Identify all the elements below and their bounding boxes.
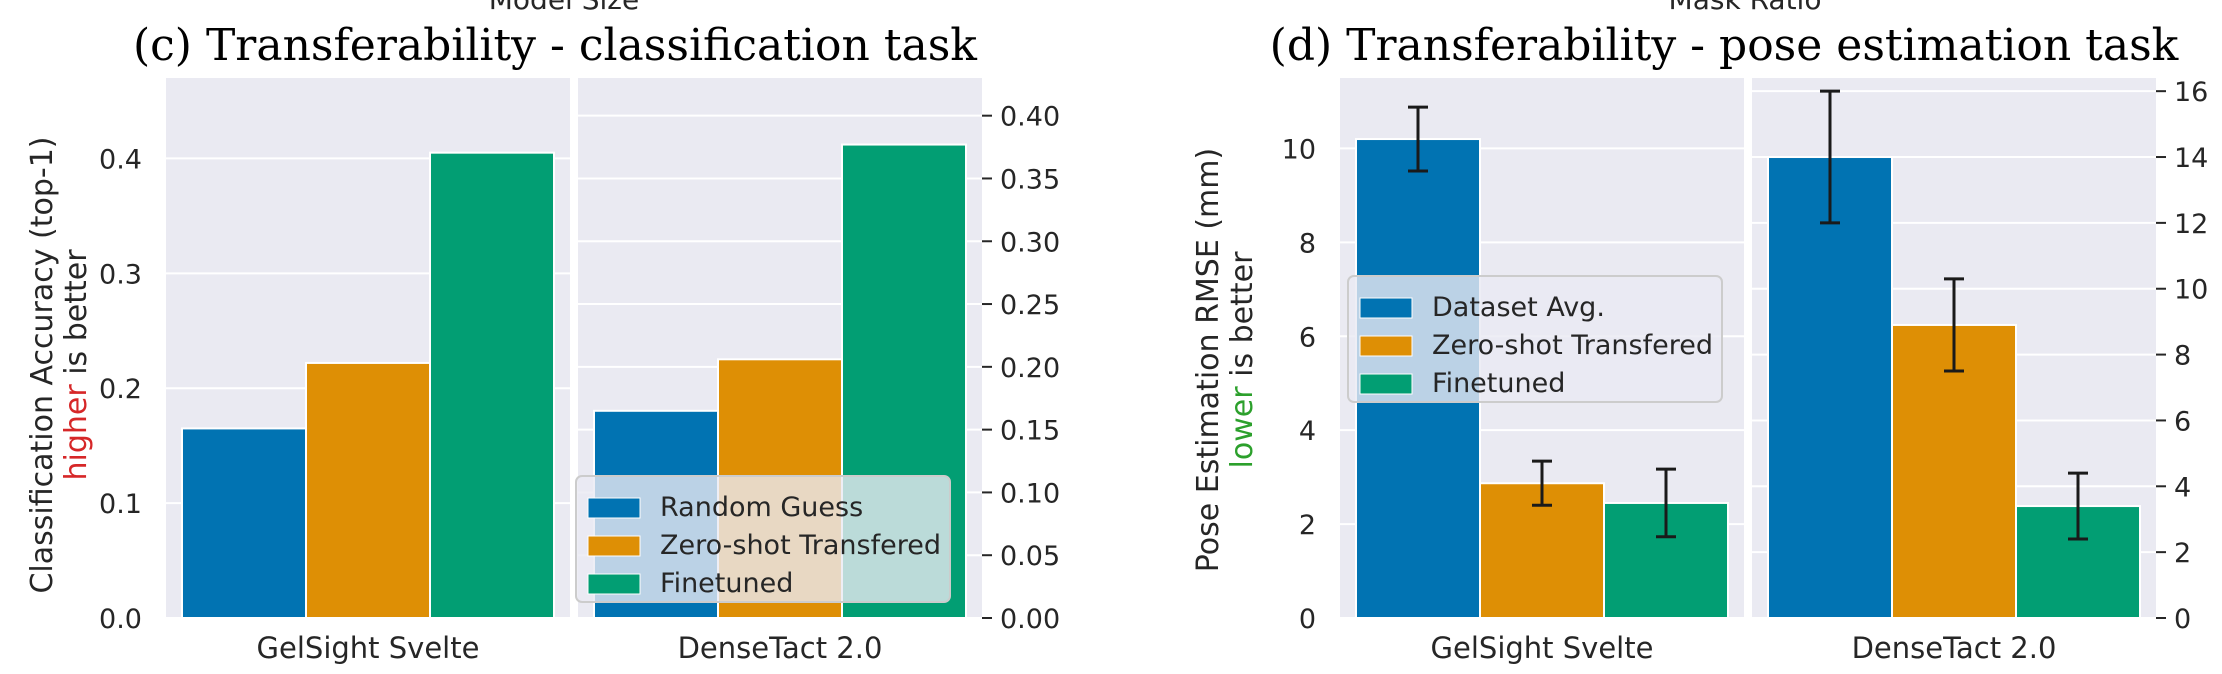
legend: Random Guess Zero-shot Transfered Finetune… — [575, 475, 951, 603]
y-axis-label-note: lower is better — [1225, 251, 1260, 469]
y-tick-label: 8 — [2174, 341, 2191, 372]
y-tick-label: 0.1 — [99, 489, 142, 520]
bar-zero-shot-transfered — [1891, 323, 2017, 619]
y-tick-label: 0.15 — [1000, 416, 1060, 447]
error-bar — [1408, 105, 1428, 173]
y-tick-label: 16 — [2174, 77, 2208, 108]
legend-entry: Random Guess — [660, 492, 863, 523]
panel-0: 0 2 4 6 8 10 GelSight Svelte — [1282, 78, 1744, 665]
y-tick-label: 4 — [1299, 416, 1316, 447]
y-tick-label: 0.00 — [1000, 604, 1060, 635]
y-tick-label: 0.05 — [1000, 541, 1060, 572]
x-category-label: GelSight Svelte — [1431, 631, 1654, 665]
chart-1: (d) Transferability - pose estimation ta… — [1191, 20, 2208, 665]
y-tick-label: 10 — [1282, 134, 1316, 165]
legend-swatch — [1359, 335, 1413, 357]
y-tick-label: 0 — [2174, 604, 2191, 635]
legend-swatch — [1359, 373, 1413, 395]
y-axis-label: Pose Estimation RMSE (mm) — [1191, 148, 1226, 572]
y-axis-label: Classification Accuracy (top-1) — [25, 136, 60, 593]
legend-swatch — [587, 497, 641, 519]
chart-title: (d) Transferability - pose estimation ta… — [1270, 20, 2179, 71]
error-bar — [1532, 459, 1552, 507]
x-category-label: GelSight Svelte — [257, 631, 480, 665]
y-tick-label: 0.4 — [99, 144, 142, 175]
y-tick-label: 2 — [1299, 510, 1316, 541]
y-tick-label: 6 — [2174, 406, 2191, 437]
y-tick-label: 6 — [1299, 322, 1316, 353]
y-axis-label-rest: is better — [1225, 251, 1260, 387]
legend: Dataset Avg. Zero-shot Transfered Finetune… — [1347, 275, 1723, 403]
bar-finetuned — [1603, 501, 1729, 619]
y-tick-label: 0.10 — [1000, 478, 1060, 509]
y-tick-label: 0.3 — [99, 259, 142, 290]
x-category-label: DenseTact 2.0 — [1852, 631, 2057, 665]
bar-finetuned — [429, 151, 555, 619]
panel-1: 0 2 4 6 8 10 12 14 16 DenseTact 2.0 — [1752, 77, 2208, 665]
y-tick-label: 0.35 — [1000, 164, 1060, 195]
error-bar — [1820, 89, 1840, 225]
legend-swatch — [587, 535, 641, 557]
y-axis-label-highlight: lower — [1225, 386, 1260, 469]
legend-entry: Finetuned — [660, 568, 793, 599]
legend-entry: Dataset Avg. — [1432, 292, 1605, 323]
error-bar — [2068, 471, 2088, 541]
x-category-label: DenseTact 2.0 — [678, 631, 883, 665]
y-tick-label: 0.20 — [1000, 353, 1060, 384]
y-tick-label: 0.0 — [99, 604, 142, 635]
error-bar — [1944, 277, 1964, 373]
panel-0: 0.0 0.1 0.2 0.3 0.4 GelSight Svelte — [99, 78, 570, 665]
legend-entry: Zero-shot Transfered — [1432, 330, 1713, 361]
error-bar — [1656, 467, 1676, 539]
y-tick-label: 10 — [2174, 275, 2208, 306]
legend-entry: Finetuned — [1432, 368, 1565, 399]
y-tick-label: 14 — [2174, 143, 2208, 174]
y-tick-label: 4 — [2174, 472, 2191, 503]
y-tick-label: 12 — [2174, 209, 2208, 240]
legend-swatch — [587, 573, 641, 595]
y-tick-label: 8 — [1299, 228, 1316, 259]
legend-box — [1347, 275, 1723, 403]
y-tick-label: 2 — [2174, 538, 2191, 569]
y-tick-label: 0 — [1299, 604, 1316, 635]
cut-off-label: Model Size — [489, 0, 639, 16]
y-axis-label-highlight: higher — [59, 384, 94, 481]
y-tick-label: 0.30 — [1000, 227, 1060, 258]
chart-0: (c) Transferability - classification tas… — [25, 20, 1060, 665]
bar-dataset-avg- — [1767, 156, 1893, 619]
y-tick-label: 0.25 — [1000, 290, 1060, 321]
legend-box — [575, 475, 951, 603]
bar-random-guess — [181, 427, 307, 619]
y-tick-label: 0.2 — [99, 374, 142, 405]
y-axis-label-note: higher is better — [59, 249, 94, 481]
y-axis-label-rest: is better — [59, 249, 94, 385]
bar-zero-shot-transfered — [305, 361, 431, 619]
cut-off-label: Mask Ratio — [1669, 0, 1822, 16]
y-tick-label: 0.40 — [1000, 102, 1060, 133]
legend-entry: Zero-shot Transfered — [660, 530, 941, 561]
chart-title: (c) Transferability - classification tas… — [133, 20, 977, 71]
legend-swatch — [1359, 297, 1413, 319]
